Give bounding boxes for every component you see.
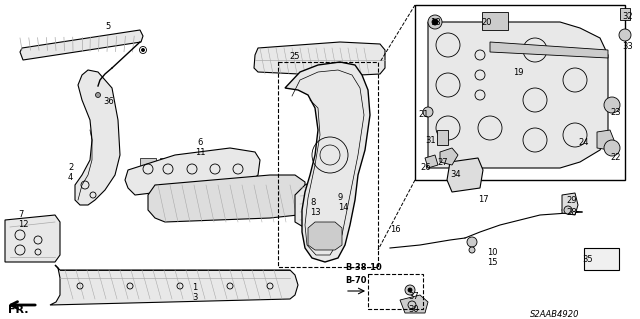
- Text: 2: 2: [68, 163, 73, 172]
- Text: 4: 4: [68, 173, 73, 182]
- Text: FR.: FR.: [8, 305, 29, 315]
- Text: 18: 18: [430, 18, 440, 27]
- Polygon shape: [125, 148, 260, 195]
- Bar: [278, 62, 378, 267]
- Text: 14: 14: [338, 203, 349, 212]
- Circle shape: [604, 97, 620, 113]
- Circle shape: [408, 288, 412, 292]
- Circle shape: [141, 48, 145, 51]
- Text: 22: 22: [610, 153, 621, 162]
- Text: 25: 25: [290, 52, 300, 61]
- Text: 21: 21: [418, 110, 429, 119]
- Bar: [160, 158, 176, 180]
- Polygon shape: [620, 8, 630, 20]
- Text: 32: 32: [622, 12, 632, 21]
- Text: 5: 5: [106, 22, 111, 31]
- Text: 7: 7: [18, 210, 24, 219]
- Text: 11: 11: [195, 148, 205, 157]
- Text: 1: 1: [193, 283, 198, 292]
- Text: 17: 17: [478, 195, 488, 204]
- Text: 30: 30: [408, 305, 419, 314]
- Text: 31: 31: [425, 136, 436, 145]
- Circle shape: [619, 29, 631, 41]
- Polygon shape: [5, 215, 60, 262]
- Text: 23: 23: [610, 108, 621, 117]
- Polygon shape: [295, 178, 335, 230]
- Polygon shape: [20, 30, 143, 60]
- Text: 3: 3: [192, 293, 198, 302]
- Circle shape: [405, 285, 415, 295]
- Text: 26: 26: [420, 163, 431, 172]
- Text: 24: 24: [578, 138, 589, 147]
- Polygon shape: [440, 148, 458, 165]
- Text: 8: 8: [310, 198, 316, 207]
- Circle shape: [469, 247, 475, 253]
- Text: 13: 13: [310, 208, 321, 217]
- Polygon shape: [285, 62, 370, 262]
- Bar: [584, 248, 619, 270]
- Text: 29: 29: [566, 196, 577, 205]
- Bar: [184, 158, 200, 180]
- Polygon shape: [50, 265, 298, 305]
- Text: 6: 6: [197, 138, 203, 147]
- Bar: [368, 274, 423, 309]
- Polygon shape: [425, 155, 438, 168]
- Polygon shape: [490, 42, 608, 58]
- Text: 27: 27: [437, 158, 447, 167]
- Text: B-38-10: B-38-10: [345, 263, 381, 272]
- Bar: [230, 158, 246, 180]
- Text: 15: 15: [487, 258, 497, 267]
- Text: S2AAB4920: S2AAB4920: [530, 310, 579, 319]
- Text: 34: 34: [450, 170, 461, 179]
- Polygon shape: [254, 42, 385, 76]
- Polygon shape: [94, 92, 102, 98]
- Text: 12: 12: [18, 220, 29, 229]
- Text: 10: 10: [487, 248, 497, 257]
- Polygon shape: [428, 22, 608, 168]
- Polygon shape: [308, 222, 342, 250]
- Text: 37: 37: [408, 292, 419, 301]
- Polygon shape: [447, 158, 483, 192]
- Polygon shape: [482, 12, 508, 30]
- Circle shape: [95, 93, 100, 98]
- Text: 19: 19: [513, 68, 524, 77]
- Circle shape: [423, 107, 433, 117]
- Polygon shape: [75, 70, 120, 205]
- Text: 36: 36: [103, 97, 114, 106]
- Polygon shape: [437, 130, 448, 145]
- Circle shape: [428, 15, 442, 29]
- Polygon shape: [148, 175, 305, 222]
- Text: B-70: B-70: [345, 276, 367, 285]
- Text: 20: 20: [481, 18, 492, 27]
- Circle shape: [432, 19, 438, 25]
- Polygon shape: [400, 295, 428, 313]
- Text: 33: 33: [622, 42, 633, 51]
- Text: 16: 16: [390, 225, 401, 234]
- Circle shape: [564, 206, 572, 214]
- Text: 28: 28: [566, 208, 577, 217]
- Text: 9: 9: [338, 193, 343, 202]
- Circle shape: [604, 140, 620, 156]
- Bar: [207, 158, 223, 180]
- Polygon shape: [562, 193, 578, 215]
- Polygon shape: [597, 130, 614, 150]
- Circle shape: [467, 237, 477, 247]
- Text: 35: 35: [582, 255, 593, 264]
- Bar: [140, 158, 156, 180]
- Bar: [415, 5, 625, 180]
